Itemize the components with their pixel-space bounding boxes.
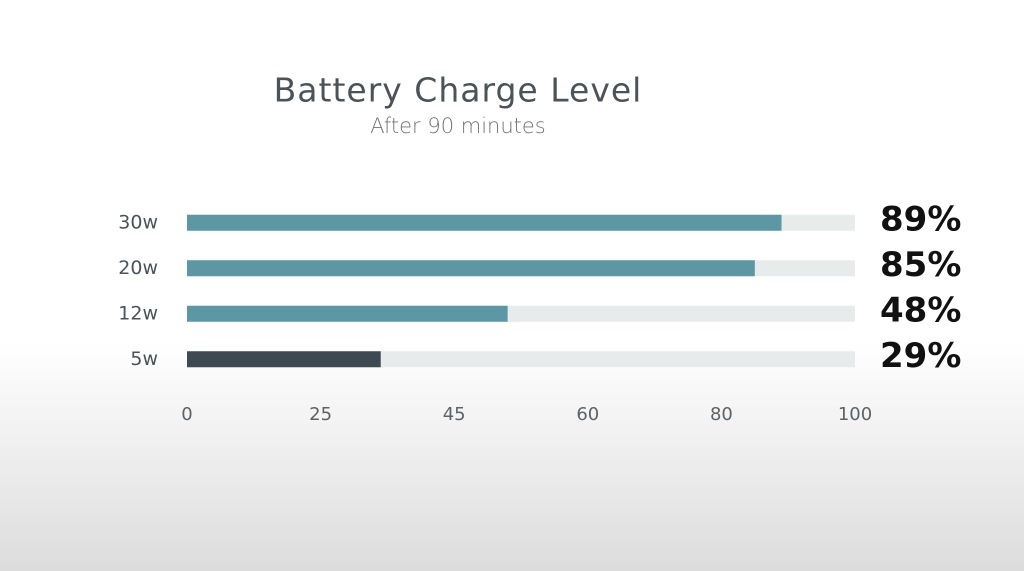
bar bbox=[187, 305, 508, 322]
value-label: 29% bbox=[880, 336, 961, 376]
chart-title: Battery Charge Level bbox=[274, 71, 643, 110]
chart-subtitle: After 90 minutes bbox=[370, 114, 546, 138]
y-tick-label: 20w bbox=[118, 257, 158, 279]
bar bbox=[187, 351, 381, 368]
x-tick-label: 45 bbox=[443, 404, 466, 425]
x-tick-label: 80 bbox=[710, 404, 733, 425]
bar bbox=[187, 214, 782, 231]
value-label: 85% bbox=[880, 245, 961, 285]
y-tick-label: 5w bbox=[130, 348, 158, 370]
x-tick-label: 60 bbox=[576, 404, 599, 425]
bar bbox=[187, 260, 755, 277]
x-tick-label: 25 bbox=[309, 404, 332, 425]
value-label: 89% bbox=[880, 199, 961, 239]
x-tick-label: 0 bbox=[181, 404, 192, 425]
y-tick-label: 30w bbox=[118, 211, 158, 233]
y-tick-label: 12w bbox=[118, 302, 158, 324]
x-tick-label: 100 bbox=[838, 404, 872, 425]
value-label: 48% bbox=[880, 290, 961, 330]
